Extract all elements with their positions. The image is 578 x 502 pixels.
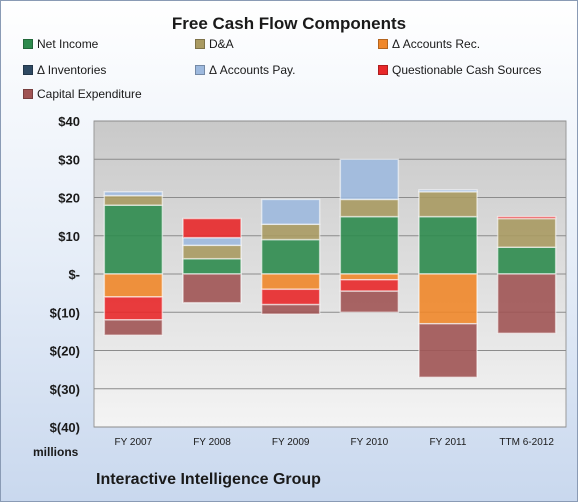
legend-label: Capital Expenditure [37,87,142,101]
bar-segment [260,198,321,226]
bar-segment [182,236,242,247]
legend-swatch [23,89,33,99]
bar-segment [260,303,321,315]
bar-segment [182,257,242,275]
legend-swatch [23,65,33,75]
legend-item: Questionable Cash Sources [378,63,541,77]
legend-label: Questionable Cash Sources [392,63,542,77]
x-tick-label: FY 2009 [272,437,310,448]
y-tick-label: $10 [58,229,80,244]
legend-swatch [195,65,205,75]
bar-segment [103,204,164,275]
legend-swatch [195,39,205,49]
legend-swatch [378,65,388,75]
legend-label: Δ Accounts Rec. [392,37,481,51]
bar-segment [103,296,164,321]
legend-item: Net Income [23,37,98,51]
legend-label: Δ Accounts Pay. [209,63,296,77]
bar-segment [103,319,164,336]
bar-segment [496,217,557,248]
y-tick-label: $(20) [50,344,80,359]
company-label: Interactive Intelligence Group [96,471,321,488]
bar-segment [260,273,321,291]
legend-label: D&A [209,37,234,51]
bar-segment [182,244,242,260]
x-tick-label: FY 2010 [351,437,389,448]
x-tick-label: FY 2011 [430,437,467,448]
bar-segment [339,273,400,281]
legend-swatch [378,39,388,49]
x-tick-label: FY 2007 [115,437,153,448]
bar-segment [418,273,478,325]
bar-segment [103,191,164,197]
bar-segment [418,215,478,275]
bar-segment [260,223,321,241]
legend-item: D&A [195,37,234,51]
legend-item: Δ Inventories [23,63,106,77]
bar-segment [339,158,400,201]
bar-segment [103,194,164,206]
legend-label: Net Income [37,37,99,51]
bar-segment [260,288,321,306]
bar-segment [182,217,242,239]
legend-item: Capital Expenditure [23,87,142,101]
y-tick-label: $(10) [50,305,80,320]
legend-item: Δ Accounts Rec. [378,37,480,51]
x-tick-label: TTM 6-2012 [499,437,554,448]
legend-item: Δ Accounts Pay. [195,63,296,77]
bar-segment [418,191,478,218]
bar-segment [103,273,164,298]
bar-segment [339,290,400,313]
y-tick-label: $40 [58,114,80,129]
y-tick-label: $(30) [50,382,80,397]
legend-label: Δ Inventories [37,63,107,77]
bar-segment [496,215,557,220]
units-label: millions [33,445,79,459]
y-tick-label: $(40) [50,420,80,435]
y-tick-label: $30 [58,152,80,167]
legend-swatch [23,39,33,49]
bar-segment [418,322,478,379]
bar-segment [496,273,557,335]
bar-segment [496,246,557,275]
y-tick-label: $- [68,267,80,282]
bar-segment [339,215,400,275]
chart-title: Free Cash Flow Components [171,14,407,33]
bar-segment [260,238,321,275]
bar-segment [418,189,478,193]
y-tick-label: $20 [58,191,80,206]
bar-segment [182,273,242,304]
bar-segment [339,198,400,218]
x-tick-label: FY 2008 [193,437,231,448]
bar-segment [339,278,400,292]
